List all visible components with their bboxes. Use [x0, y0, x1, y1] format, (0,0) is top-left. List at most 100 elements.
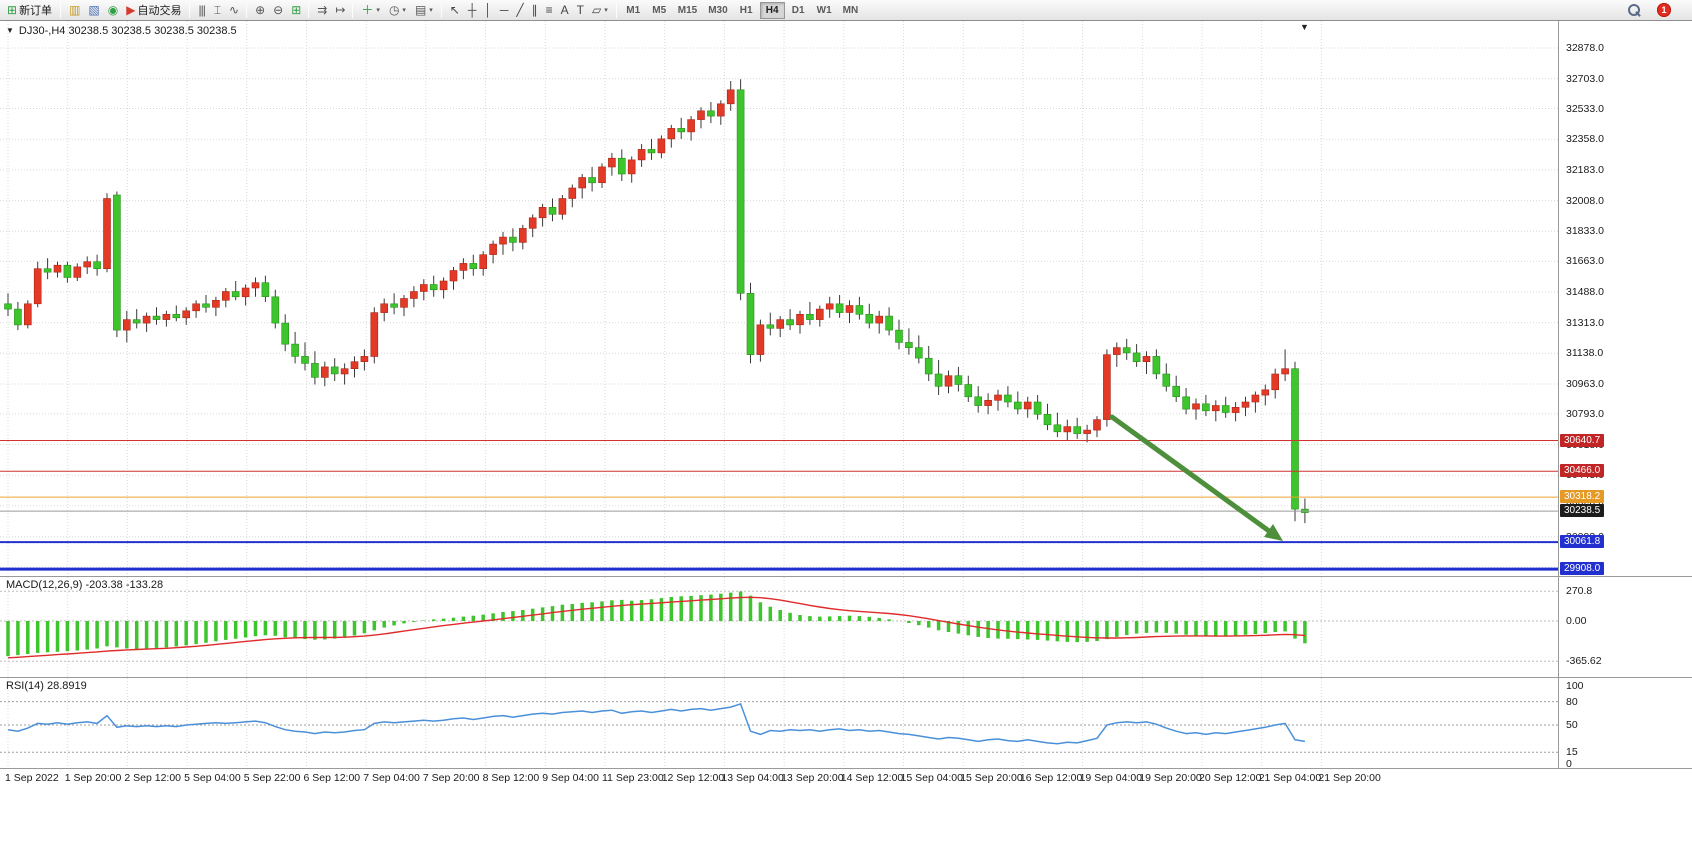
candle-body — [746, 292, 755, 355]
candle-body — [43, 268, 52, 273]
rsi-pane[interactable]: RSI(14) 28.8919 — [0, 678, 1558, 768]
candle-body — [380, 303, 389, 313]
chart-shift-marker-icon[interactable]: ▼ — [1300, 22, 1309, 32]
candle-body — [1093, 419, 1101, 431]
candle-body — [350, 361, 359, 370]
tile-windows-button[interactable]: ⊞ — [287, 1, 304, 19]
timeframe-m5-button[interactable]: M5 — [647, 2, 672, 19]
candle-body — [954, 375, 963, 385]
price-tag-30238.5: 30238.5 — [1560, 504, 1605, 518]
candle-body — [1291, 368, 1299, 510]
price-pane[interactable]: ▼ DJ30-,H4 30238.5 30238.5 30238.5 30238… — [0, 21, 1558, 576]
candle-body — [251, 282, 260, 289]
annotation-arrow[interactable] — [1109, 414, 1283, 541]
timeframe-m1-button[interactable]: M1 — [621, 2, 646, 19]
candle-body — [707, 110, 715, 117]
timeframe-w1-button[interactable]: W1 — [812, 2, 837, 19]
templates-button[interactable]: ▤ ▾ — [411, 1, 437, 19]
rsi-label: RSI(14) 28.8919 — [6, 680, 87, 692]
pane-separator[interactable] — [0, 677, 1692, 678]
rsi-axis[interactable]: 100 80 50 15 0 — [1559, 678, 1692, 770]
show-candles-button[interactable]: ⌶ — [210, 1, 224, 19]
indicators-button[interactable]: ＋ ▾ — [357, 1, 384, 19]
candle-body — [360, 356, 369, 362]
candle-body — [142, 315, 151, 324]
macd-pane[interactable]: MACD(12,26,9) -203.38 -133.28 — [0, 577, 1558, 677]
horizontal-lines-layer[interactable] — [0, 440, 1558, 571]
time-axis[interactable]: 1 Sep 2022 1 Sep 20:00 2 Sep 12:00 5 Sep 04… — [0, 769, 1692, 787]
pane-separator[interactable] — [0, 576, 1692, 577]
timeframe-h1-button[interactable]: H1 — [734, 2, 759, 19]
grid-layer — [0, 21, 1558, 576]
candle-body — [845, 305, 854, 313]
price-axis[interactable]: 32878.0 32703.0 32533.0 32358.0 32183.0 32008… — [1559, 21, 1692, 576]
periods-button[interactable]: ◷ ▾ — [385, 1, 410, 19]
time-label: 21 Sep 20:00 — [1318, 772, 1381, 784]
shapes-icon: ▱ — [592, 3, 601, 17]
timeframe-h4-button[interactable]: H4 — [759, 1, 785, 19]
vertical-line-button[interactable]: │ — [480, 1, 495, 19]
price-label: 31663.0 — [1566, 255, 1604, 268]
candle-body — [944, 375, 953, 387]
trendline-icon: ╱ — [516, 3, 523, 17]
zoom-out-button[interactable]: ⊖ — [269, 1, 286, 19]
crosshair-button[interactable]: ┼ — [464, 1, 480, 19]
vline-icon: │ — [484, 3, 491, 17]
candle-body — [489, 243, 497, 255]
zoom-in-button[interactable]: ⊕ — [251, 1, 268, 19]
channel-button[interactable]: ∥ — [528, 1, 541, 19]
candle-body — [162, 313, 171, 320]
chart-dropdown-icon[interactable]: ▼ — [6, 26, 14, 35]
new-chart-button[interactable]: ▥ — [65, 1, 83, 19]
time-label: 9 Sep 04:00 — [542, 772, 599, 784]
time-label: 6 Sep 12:00 — [303, 772, 361, 784]
line-chart-icon: ∿ — [229, 3, 239, 17]
search-icon[interactable] — [1627, 3, 1641, 17]
auto-scroll-button[interactable]: ⇉ — [313, 1, 330, 19]
show-bars-button[interactable]: ||| — [194, 1, 208, 19]
candle-body — [974, 396, 983, 406]
cursor-button[interactable]: ↖ — [446, 1, 463, 19]
candle-body — [1033, 401, 1042, 415]
candle-body — [311, 363, 319, 378]
time-label: 16 Sep 12:00 — [1019, 772, 1083, 784]
candle-body — [776, 319, 785, 329]
macd-axis[interactable]: 270.8 0.00 -365.62 — [1559, 577, 1692, 677]
refresh-button[interactable]: ◉ — [104, 1, 121, 19]
toolbar-separator — [615, 2, 617, 18]
notification-badge[interactable]: 1 — [1657, 3, 1671, 17]
candle-body — [716, 103, 725, 117]
timeframe-mn-button[interactable]: MN — [838, 2, 864, 19]
candle-body — [469, 263, 478, 269]
candle-body — [222, 291, 230, 301]
fibonacci-button[interactable]: ≡ — [542, 1, 556, 19]
candle-body — [1202, 403, 1210, 412]
timeframe-m30-button[interactable]: M30 — [703, 2, 732, 19]
chart-shift-button[interactable]: ↦ — [331, 1, 348, 19]
timeframe-d1-button[interactable]: D1 — [786, 2, 811, 19]
templates-icon: ▤ — [414, 3, 426, 17]
chart-title-text: DJ30-,H4 30238.5 30238.5 30238.5 30238.5 — [18, 25, 237, 37]
show-line-button[interactable]: ∿ — [225, 1, 242, 19]
macd-scale-label: 0.00 — [1566, 615, 1587, 627]
price-label: 32703.0 — [1566, 72, 1604, 85]
chart-window[interactable]: ▼ DJ30-,H4 30238.5 30238.5 30238.5 30238… — [0, 21, 1692, 787]
candle-body — [815, 308, 824, 320]
toolbar-separator — [60, 2, 62, 18]
trendline-button[interactable]: ╱ — [512, 1, 526, 19]
horizontal-line-button[interactable]: ─ — [496, 1, 512, 19]
candle-body — [370, 312, 379, 357]
label-button[interactable]: T — [573, 1, 587, 19]
rsi-scale-label: 50 — [1566, 719, 1578, 731]
indicators-icon: ＋ — [361, 3, 373, 17]
shapes-button[interactable]: ▱ ▾ — [588, 1, 612, 19]
text-icon: A — [560, 3, 569, 17]
candle-body — [212, 299, 220, 308]
profiles-button[interactable]: ▧ — [84, 1, 102, 19]
auto-trading-button[interactable]: ▶ 自动交易 — [122, 1, 185, 19]
timeframe-m15-button[interactable]: M15 — [673, 2, 702, 19]
candle-body — [796, 313, 804, 326]
new-order-button[interactable]: ⊞ 新订单 — [3, 1, 56, 19]
text-button[interactable]: A — [557, 1, 572, 19]
price-tag-30318.2: 30318.2 — [1560, 490, 1605, 504]
